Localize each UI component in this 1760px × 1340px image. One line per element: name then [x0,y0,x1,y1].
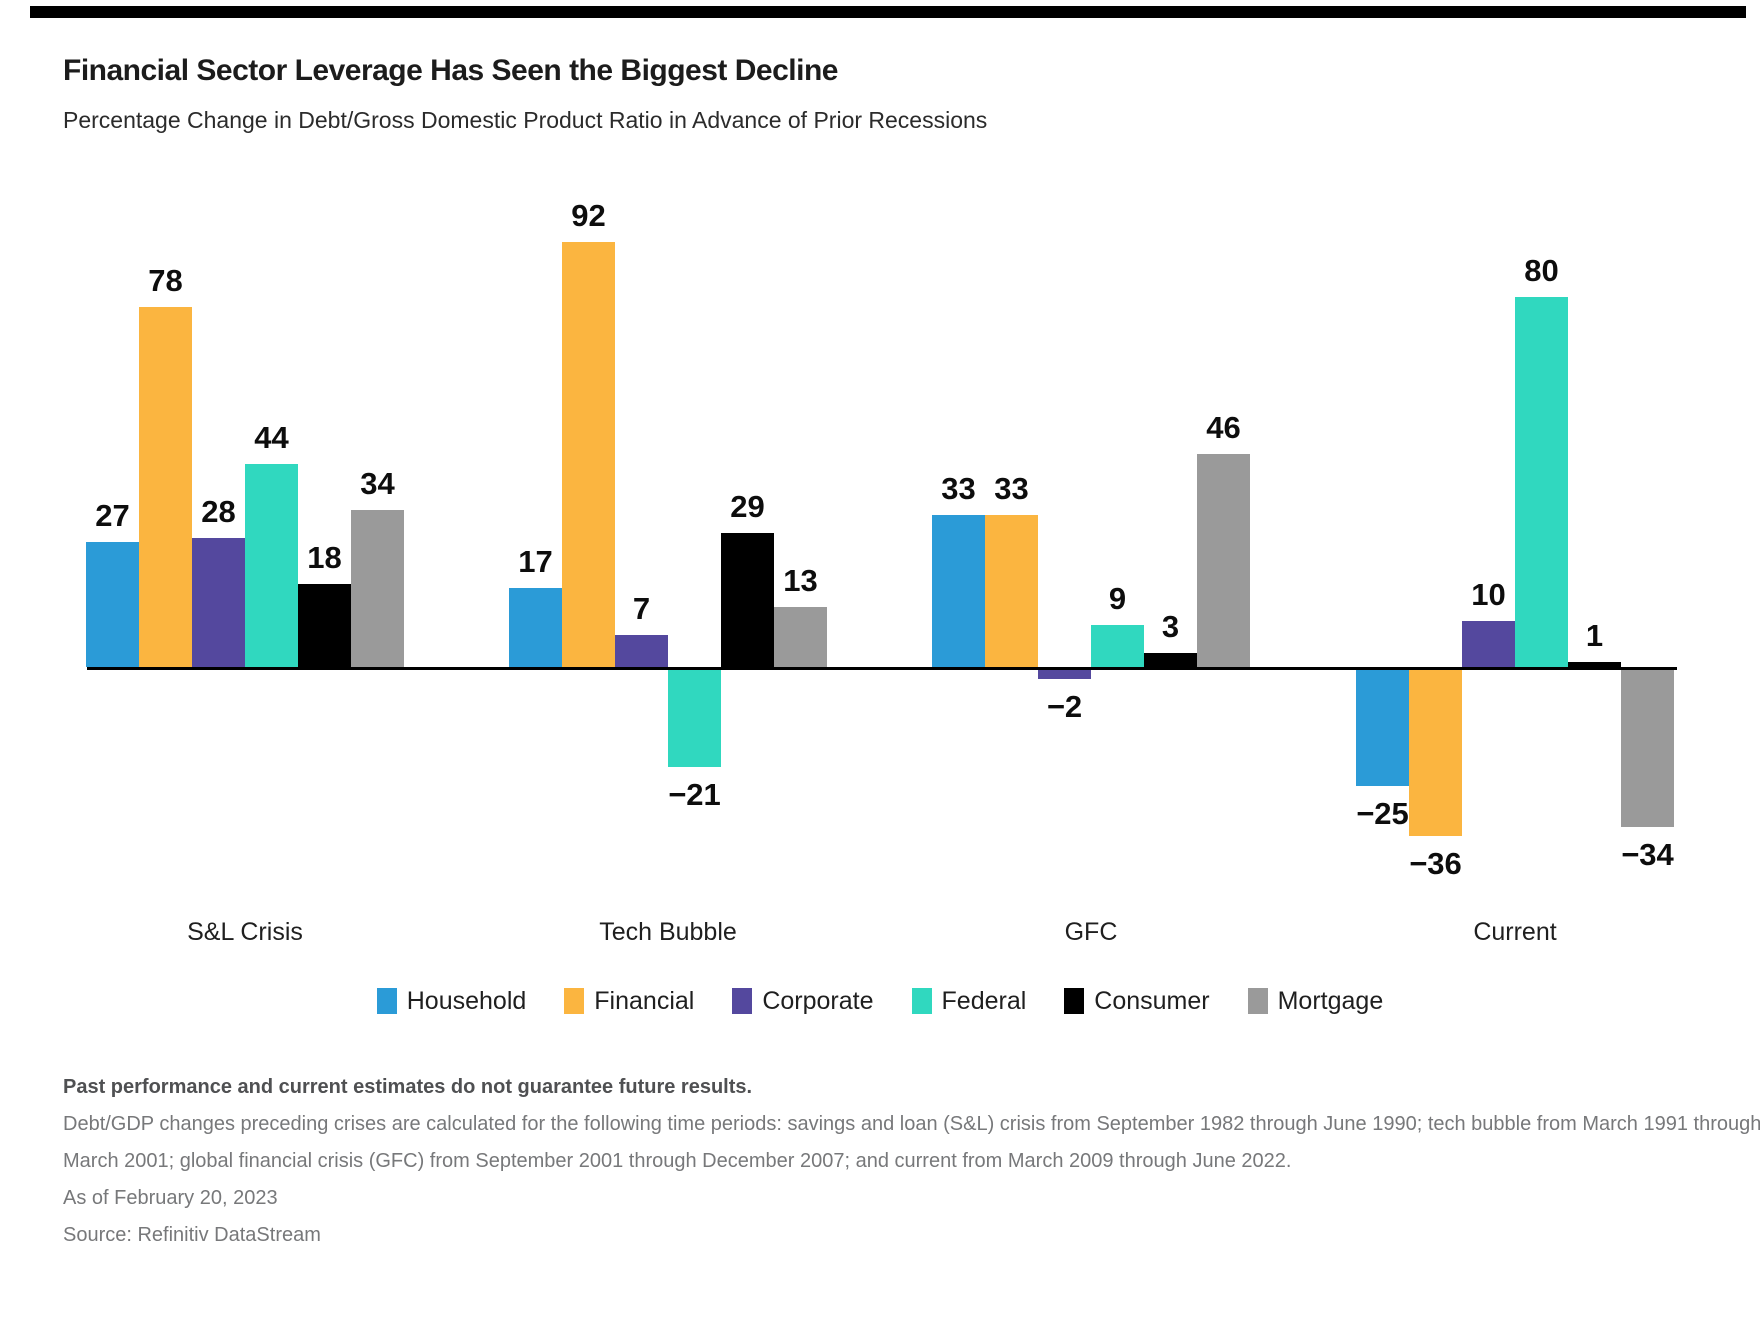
page-title: Financial Sector Leverage Has Seen the B… [63,54,838,87]
bar-household-3 [932,514,985,667]
bar-financial-1 [139,306,192,667]
legend-swatch-consumer [1064,988,1085,1014]
bar-financial-4 [1409,670,1462,837]
legend-swatch-financial [564,988,585,1014]
bar-federal-4 [1515,297,1568,667]
legend-swatch-mortgage [1247,988,1268,1014]
value-label-federal-1: 44 [254,419,289,455]
bar-consumer-4 [1568,662,1621,667]
category-label-1: S&L Crisis [187,918,303,946]
legend-item-mortgage: Mortgage [1247,986,1384,1016]
value-label-consumer-4: 1 [1585,618,1604,654]
bar-household-1 [86,542,139,667]
bar-consumer-2 [721,533,774,667]
bar-mortgage-3 [1197,454,1250,667]
value-label-financial-2: 92 [571,197,606,233]
value-label-household-4: −25 [1356,795,1409,831]
legend-label-corporate: Corporate [762,986,874,1015]
value-label-household-1: 27 [95,498,130,534]
disclaimer-text: Past performance and current estimates d… [63,1076,753,1098]
value-label-corporate-2: 7 [632,590,651,626]
category-label-3: GFC [1064,918,1118,946]
value-label-household-2: 17 [518,544,553,580]
bar-mortgage-2 [774,606,827,667]
legend-label-mortgage: Mortgage [1277,986,1384,1015]
legend-label-household: Household [406,986,527,1015]
as-of-date: As of February 20, 2023 [63,1187,278,1209]
bar-financial-2 [562,241,615,667]
value-label-mortgage-1: 34 [360,465,395,501]
value-label-financial-1: 78 [148,262,183,298]
bar-consumer-3 [1144,653,1197,667]
legend-item-financial: Financial [564,987,694,1016]
legend-item-consumer: Consumer [1064,986,1210,1016]
value-label-consumer-1: 18 [307,539,342,575]
bar-corporate-3 [1038,670,1091,680]
page-subtitle: Percentage Change in Debt/Gross Domestic… [63,107,988,133]
category-label-4: Current [1473,918,1557,946]
value-label-consumer-3: 3 [1161,609,1180,645]
bar-corporate-4 [1462,620,1515,667]
legend-item-household: Household [376,986,527,1016]
value-label-corporate-3: −2 [1046,689,1083,725]
value-label-corporate-1: 28 [201,493,236,529]
value-label-corporate-4: 10 [1471,576,1506,612]
value-label-federal-2: −21 [668,777,721,813]
legend-label-financial: Financial [594,986,695,1015]
bar-federal-3 [1091,625,1144,667]
bar-corporate-1 [192,537,245,667]
bar-financial-3 [985,514,1038,667]
legend-swatch-corporate [732,988,753,1014]
value-label-financial-3: 33 [994,470,1029,506]
value-label-federal-3: 9 [1108,581,1127,617]
legend-label-consumer: Consumer [1094,986,1210,1015]
value-label-federal-4: 80 [1524,253,1559,289]
value-label-consumer-2: 29 [730,489,765,525]
value-label-mortgage-3: 46 [1206,410,1241,446]
value-label-mortgage-2: 13 [783,562,818,598]
value-label-financial-4: −36 [1409,846,1462,882]
bar-corporate-2 [615,634,668,667]
bar-federal-1 [245,463,298,667]
chart-legend: Household Financial Corporate Federal Consum… [0,984,1760,1018]
legend-swatch-federal [911,988,932,1014]
bar-mortgage-4 [1621,670,1674,828]
value-label-mortgage-4: −34 [1621,837,1674,873]
footnote-line-2: March 2001; global financial crisis (GFC… [63,1150,1292,1172]
category-label-2: Tech Bubble [599,918,737,946]
legend-item-federal: Federal [911,986,1027,1016]
bar-household-4 [1356,670,1409,786]
bar-household-2 [509,588,562,667]
legend-item-corporate: Corporate [732,986,874,1016]
footnote-line-1: Debt/GDP changes preceding crises are ca… [63,1113,1760,1135]
value-label-household-3: 33 [941,470,976,506]
bar-consumer-1 [298,583,351,667]
bar-federal-2 [668,670,721,768]
source-text: Source: Refinitiv DataStream [63,1224,321,1246]
legend-swatch-household [376,988,397,1014]
top-rule [30,6,1746,18]
legend-label-federal: Federal [941,986,1027,1015]
x-axis-line [87,667,1677,670]
bar-mortgage-1 [351,509,404,667]
